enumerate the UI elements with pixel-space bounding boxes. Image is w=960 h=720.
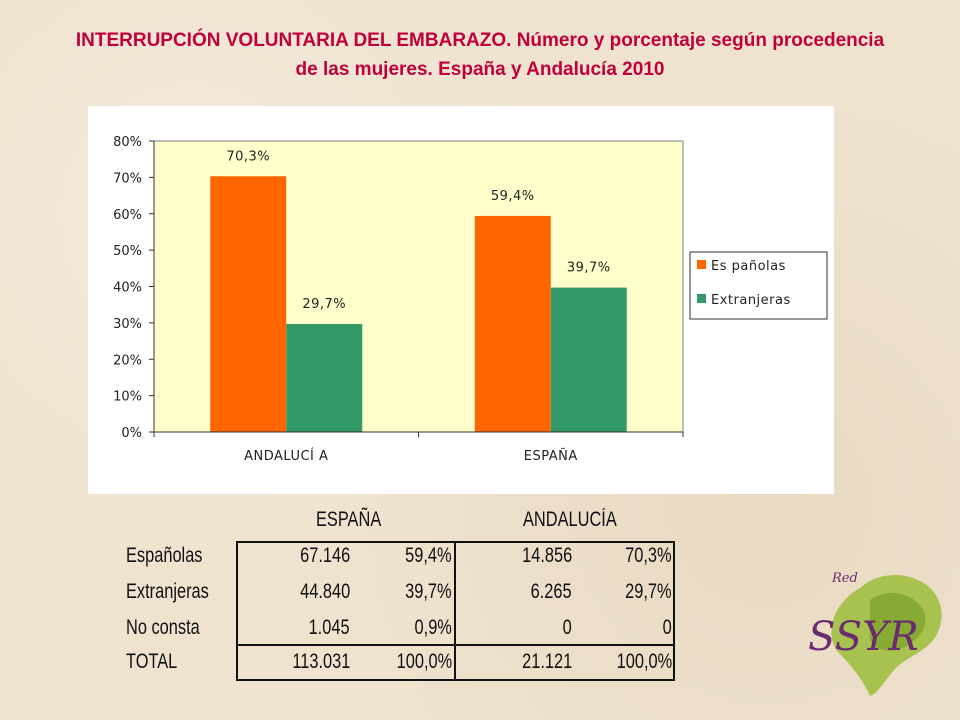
data-label: 59,4% [491,189,535,204]
legend-swatch [697,294,706,303]
table-divider-vertical [454,541,456,681]
y-tick-label: 20% [113,353,142,368]
y-tick-label: 60% [113,208,142,223]
table-row-label: Españolas [126,544,203,567]
y-tick-label: 10% [113,390,142,405]
table-row-label: Extranjeras [126,580,209,603]
table-header-espana: ESPAÑA [316,508,382,531]
data-label: 39,7% [567,261,611,276]
table-cell: 100,0% [396,650,452,673]
legend-swatch [697,260,706,269]
table-cell: 100,0% [616,650,672,673]
bar [286,323,363,432]
title-line-1: INTERRUPCIÓN VOLUNTARIA DEL EMBARAZO. Nú… [75,30,885,51]
bar [210,176,287,432]
table-cell: 0 [562,616,572,639]
table-row-label: No consta [126,616,200,639]
legend: Es pañolas Extranjeras [689,251,828,320]
table-divider-total [236,644,675,646]
x-tick-label: ANDALUCÍ A [244,448,328,464]
table-cell: 29,7% [625,580,672,603]
table-cell: 59,4% [405,544,452,567]
bars-group: 70,3% 29,7% 59,4% 39,7% [210,149,627,432]
table-header-andalucia: ANDALUCÍA [523,508,617,531]
legend-label: Es pañolas [711,259,786,274]
y-tick-label: 70% [113,171,142,186]
bar [474,215,551,432]
y-tick-label: 50% [113,244,142,259]
slide-title: INTERRUPCIÓN VOLUNTARIA DEL EMBARAZO. Nú… [40,26,920,84]
table-row-label: TOTAL [126,650,178,673]
table-cell: 70,3% [625,544,672,567]
logo-main-text: SSYR [808,614,919,660]
y-tick-label: 80% [113,135,142,150]
table-cell: 44.840 [299,580,350,603]
logo-red-text: Red [831,571,858,586]
table-cell: 6.265 [531,580,572,603]
y-tick-label: 40% [113,281,142,296]
data-label: 29,7% [302,297,346,312]
y-tick-label: 0% [121,426,142,441]
table-cell: 67.146 [299,544,350,567]
x-tick-label: ESPAÑA [524,448,578,464]
bar [550,287,627,432]
x-axis: ANDALUCÍ A ESPAÑA [153,431,684,464]
table-cell: 1.045 [309,616,350,639]
table-cell: 39,7% [405,580,452,603]
table-cell: 14.856 [521,544,572,567]
logo-leaf-dark [870,592,926,651]
legend-label: Extranjeras [711,293,791,308]
title-line-2: de las mujeres. España y Andalucía 2010 [295,59,665,80]
table-cell: 0,9% [414,616,452,639]
ssyr-logo: Red SSYR [808,571,942,696]
chart-panel: 0% 10% 20% 30% 40% 50% 60% 70% 80% 70,3% 29,7% 59,… [88,106,834,494]
y-axis: 0% 10% 20% 30% 40% 50% 60% 70% 80% [113,135,155,441]
legend-box [689,251,828,320]
data-label: 70,3% [226,149,270,164]
table-cell: 113.031 [291,650,350,673]
table-cell: 0 [662,616,672,639]
y-tick-label: 30% [113,317,142,332]
bar-chart: 0% 10% 20% 30% 40% 50% 60% 70% 80% 70,3% 29,7% 59,… [113,135,828,464]
table-cell: 21.121 [521,650,572,673]
